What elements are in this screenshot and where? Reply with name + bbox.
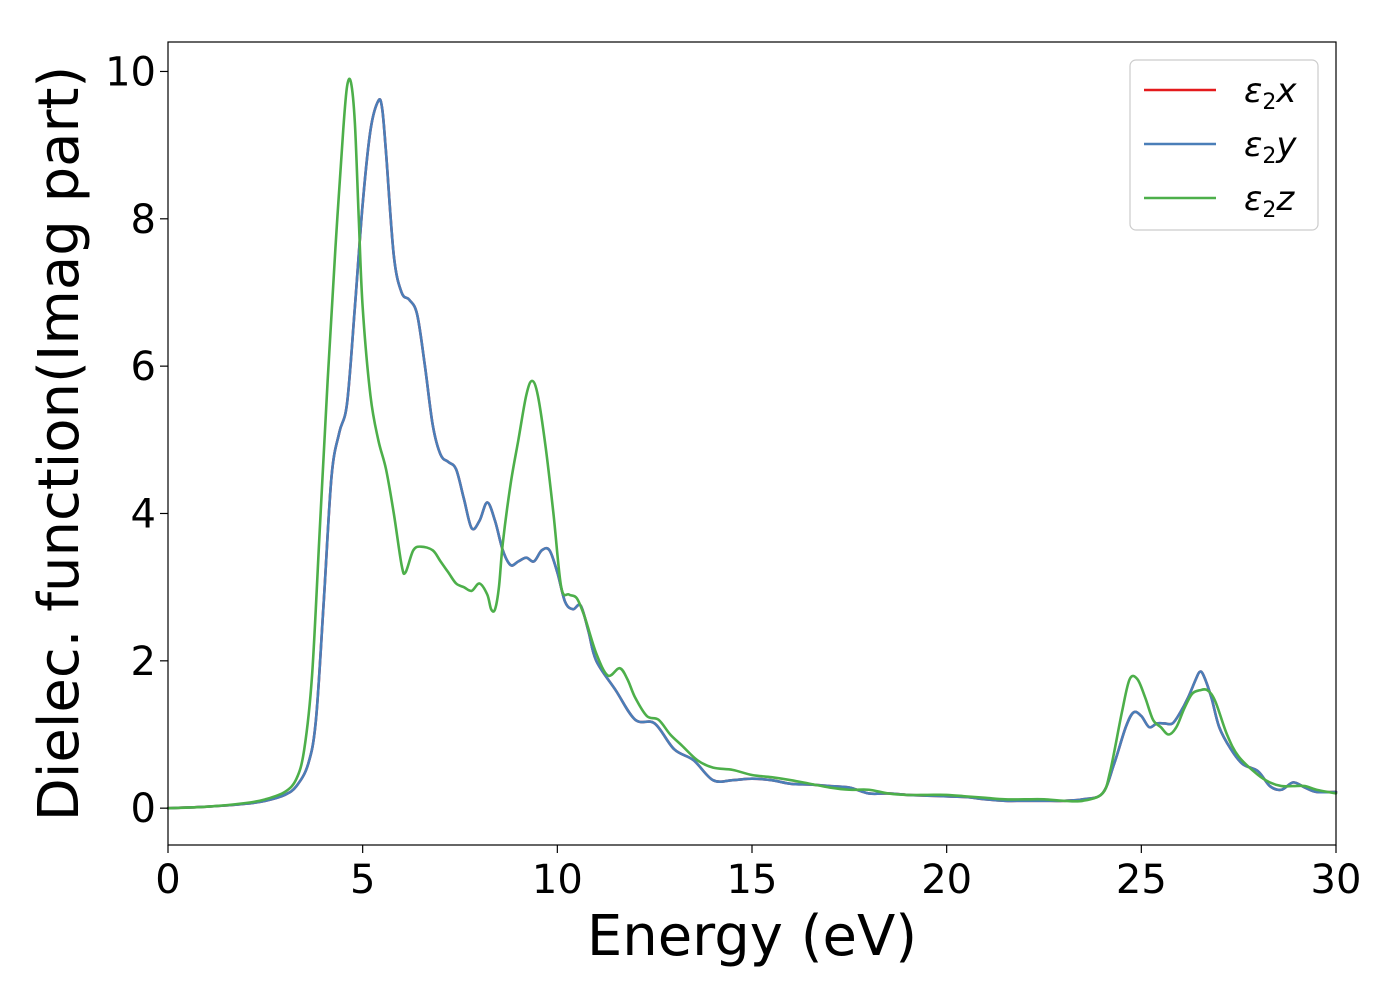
x-axis-title: Energy (eV)	[587, 904, 917, 969]
x-axis-ticks: 0 5 10 15 20 25 30	[155, 845, 1361, 903]
x-tick-label: 20	[921, 857, 972, 903]
legend-label-z: ε2z	[1244, 179, 1295, 223]
series-line-z	[166, 77, 1338, 810]
x-tick-label: 15	[727, 857, 778, 903]
y-tick-label: 4	[131, 491, 156, 537]
series-layer	[166, 77, 1338, 810]
x-tick-label: 0	[155, 857, 180, 903]
legend-label-y: ε2y	[1244, 125, 1297, 169]
x-tick-label: 5	[350, 857, 375, 903]
legend: ε2x ε2y ε2z	[1129, 59, 1319, 231]
series-line-y	[166, 98, 1338, 810]
x-tick-label: 30	[1311, 857, 1362, 903]
legend-box	[1129, 59, 1319, 231]
y-tick-label: 6	[131, 344, 156, 390]
y-tick-label: 10	[105, 49, 156, 95]
y-axis-ticks: 0 2 4 6 8 10	[105, 49, 168, 832]
y-tick-label: 2	[131, 639, 156, 685]
x-tick-label: 10	[532, 857, 583, 903]
x-tick-label: 25	[1116, 857, 1167, 903]
legend-label-x: ε2x	[1244, 71, 1297, 115]
y-tick-label: 8	[131, 197, 156, 243]
y-tick-label: 0	[131, 786, 156, 832]
y-axis-title: Dielec. function(Imag part)	[27, 66, 92, 822]
